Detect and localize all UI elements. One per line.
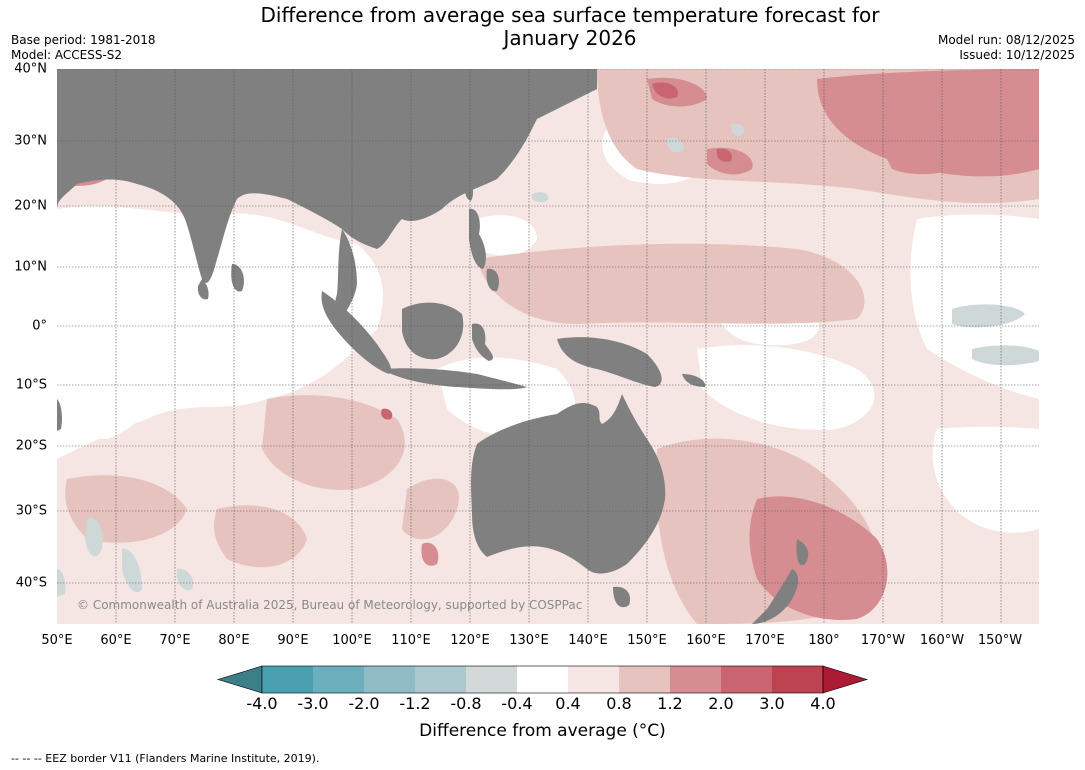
colorbar-label-10: 2.0 (708, 694, 734, 713)
colorbar-segment-10 (721, 666, 772, 693)
colorbar-label-9: 1.2 (657, 694, 683, 713)
colorbar-label-7: 0.4 (555, 694, 581, 713)
colorbar-segment-2 (313, 666, 364, 693)
lon-label-50e: 50°E (41, 633, 73, 648)
lon-label-180: 180° (808, 633, 840, 648)
lat-label-30s: 30°S (15, 503, 47, 519)
lon-label-90e: 90°E (277, 633, 309, 648)
lon-label-170w: 170°W (860, 633, 906, 648)
colorbar-segment-7 (568, 666, 619, 693)
lon-label-160w: 160°W (919, 633, 965, 648)
lon-label-160e: 160°E (686, 633, 726, 648)
colorbar-segment-8 (619, 666, 670, 693)
lon-label-130e: 130°E (509, 633, 549, 648)
colorbar-arrow-high (822, 665, 869, 694)
colorbar-label-1: -4.0 (246, 694, 278, 713)
chart-title: Difference from average sea surface temp… (0, 4, 1085, 50)
lon-label-140e: 140°E (568, 633, 608, 648)
model-run-text: Model run: 08/12/2025 (937, 33, 1075, 47)
colorbar-segment-9 (670, 666, 721, 693)
title-line-2: January 2026 (503, 26, 637, 50)
eez-footnote: -- -- -- EEZ border V11 (Flanders Marine… (11, 752, 320, 765)
copyright-notice: © Commonwealth of Australia 2025, Bureau… (77, 598, 583, 612)
lat-label-40n: 40°N (14, 61, 47, 77)
lon-label-170e: 170°E (745, 633, 785, 648)
colorbar-label-3: -2.0 (348, 694, 380, 713)
sst-anomaly-map (57, 69, 1039, 624)
colorbar-label-4: -1.2 (399, 694, 431, 713)
colorbar-label-2: -3.0 (297, 694, 329, 713)
title-line-1: Difference from average sea surface temp… (260, 3, 880, 27)
colorbar-segment-4 (415, 666, 466, 693)
lon-label-110e: 110°E (391, 633, 431, 648)
colorbar-outline (261, 665, 824, 694)
colorbar-segment-11 (772, 666, 823, 693)
lat-label-40s: 40°S (15, 575, 47, 591)
colorbar-title: Difference from average (°C) (419, 721, 666, 741)
colorbar-label-5: -0.8 (450, 694, 482, 713)
colorbar-segment-1 (262, 666, 313, 693)
issued-text: Issued: 10/12/2025 (959, 48, 1075, 62)
colorbar-arrow-low (216, 665, 263, 694)
lat-label-0: 0° (32, 318, 47, 334)
colorbar-segment-3 (364, 666, 415, 693)
lat-label-10s: 10°S (15, 377, 47, 393)
lon-label-100e: 100°E (332, 633, 372, 648)
colorbar-segments (216, 665, 869, 694)
colorbar-label-11: 3.0 (759, 694, 785, 713)
lon-label-70e: 70°E (159, 633, 191, 648)
colorbar-label-12: 4.0 (810, 694, 836, 713)
lat-label-30n: 30°N (14, 133, 47, 149)
land-masses (57, 69, 809, 624)
lon-label-150w: 150°W (977, 633, 1023, 648)
base-period-text: Base period: 1981-2018 (11, 33, 156, 47)
lon-label-150e: 150°E (627, 633, 667, 648)
lon-label-80e: 80°E (218, 633, 250, 648)
colorbar-label-6: -0.4 (501, 694, 533, 713)
lat-label-20s: 20°S (15, 438, 47, 454)
meta-right: Model run: 08/12/2025 Issued: 10/12/2025 (938, 33, 1075, 63)
lon-label-60e: 60°E (100, 633, 132, 648)
lon-label-120e: 120°E (450, 633, 490, 648)
colorbar-label-8: 0.8 (606, 694, 632, 713)
colorbar-segment-5 (466, 666, 517, 693)
colorbar-segment-6 (517, 666, 568, 693)
model-text: Model: ACCESS-S2 (11, 48, 123, 62)
graticule (57, 69, 1039, 624)
meta-left: Base period: 1981-2018 Model: ACCESS-S2 (11, 33, 156, 63)
lat-label-20n: 20°N (14, 198, 47, 214)
anomaly-cool-areas (57, 123, 1039, 597)
lat-label-10n: 10°N (14, 259, 47, 275)
